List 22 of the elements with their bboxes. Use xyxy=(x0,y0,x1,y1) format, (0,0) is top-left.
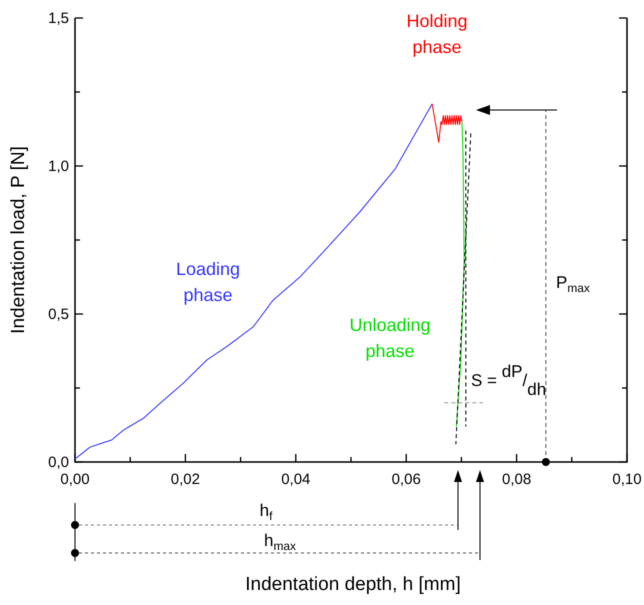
y-tick-label: 1,5 xyxy=(48,10,69,27)
line-series xyxy=(74,103,433,460)
y-tick-label: 0,5 xyxy=(48,306,69,323)
annotation: S = dP/dh xyxy=(471,362,546,399)
annotation: P$_{max}$ xyxy=(556,273,590,295)
text: h$_{f}$ xyxy=(260,501,274,523)
annotation: Unloading phase xyxy=(349,315,431,362)
y-tick-label: 0,0 xyxy=(48,454,69,471)
x-tick-label: 0,04 xyxy=(281,471,310,488)
x-tick-label: 0,06 xyxy=(392,471,421,488)
x-axis-title: Indentation depth, h [mm] xyxy=(245,574,461,595)
x-tick-label: 0,02 xyxy=(170,471,200,488)
x-tick-label: 0,08 xyxy=(502,471,532,488)
y-tick-label: 1,0 xyxy=(48,158,69,175)
annotation: Holding phase xyxy=(406,11,468,58)
line-series xyxy=(432,103,462,143)
x-tick-label: 0,00 xyxy=(60,471,90,488)
x-tick-label: 0,10 xyxy=(612,471,642,488)
text: h$_{max}$ xyxy=(264,531,296,553)
line-series xyxy=(456,121,465,427)
y-axis-title: Indentation load, P [N] xyxy=(8,146,29,334)
annotation: Loading phase xyxy=(176,259,240,306)
